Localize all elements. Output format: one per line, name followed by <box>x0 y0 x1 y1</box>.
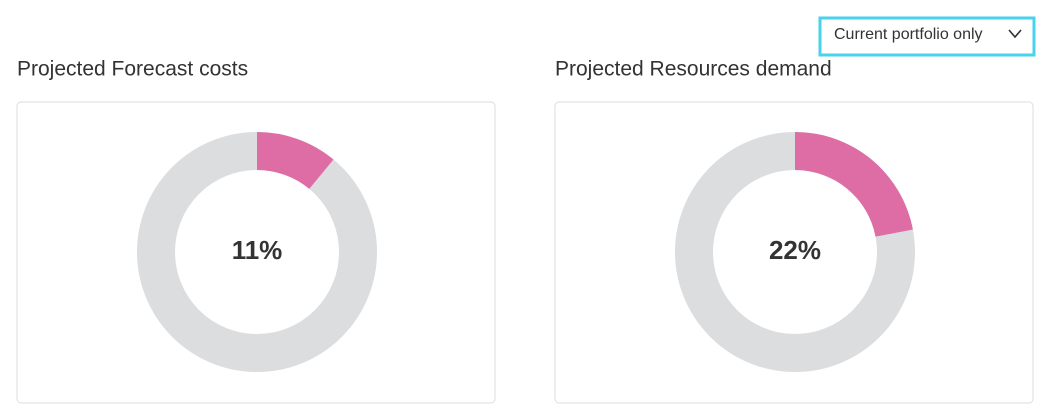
donut-segment <box>257 132 334 189</box>
center-label: 22% <box>769 235 821 265</box>
card <box>16 101 496 404</box>
center-label: 11% <box>232 235 283 265</box>
chart-title: Projected Resources demand <box>555 58 832 81</box>
chart-title: Projected Forecast costs <box>17 58 248 81</box>
dropdown-chevron[interactable] <box>1008 29 1022 39</box>
donut-segment <box>795 132 913 237</box>
card <box>554 101 1034 404</box>
dropdown-label[interactable]: Current portfolio only <box>834 26 983 43</box>
dropdown-box[interactable] <box>818 16 1036 57</box>
dropdown[interactable]: Current portfolio only <box>818 16 1036 57</box>
